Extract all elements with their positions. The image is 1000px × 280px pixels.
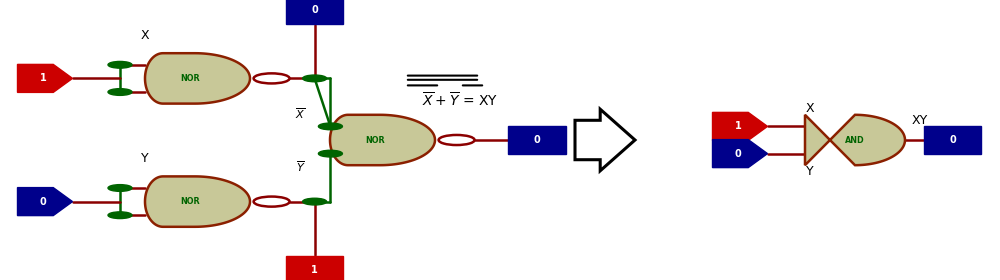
Text: X: X	[806, 102, 814, 115]
Polygon shape	[712, 140, 768, 168]
Bar	[508, 126, 566, 154]
Text: 1: 1	[735, 122, 741, 131]
Text: Y: Y	[141, 152, 149, 165]
Text: XY: XY	[912, 115, 928, 127]
Polygon shape	[805, 115, 905, 165]
Text: 0: 0	[534, 135, 540, 145]
Bar	[286, 0, 343, 24]
Circle shape	[303, 198, 327, 205]
Circle shape	[108, 61, 132, 68]
Polygon shape	[18, 188, 73, 216]
Text: 1: 1	[40, 73, 46, 83]
Bar	[924, 126, 981, 154]
Text: X: X	[141, 29, 149, 42]
Polygon shape	[18, 64, 73, 92]
Text: NOR: NOR	[180, 74, 200, 83]
Text: 1: 1	[311, 265, 318, 275]
Circle shape	[318, 123, 342, 130]
Circle shape	[254, 197, 290, 207]
Bar	[286, 256, 343, 280]
Text: $\overline{X}+\overline{Y}$ = XY: $\overline{X}+\overline{Y}$ = XY	[422, 92, 498, 110]
Text: 0: 0	[735, 149, 741, 158]
Circle shape	[108, 89, 132, 95]
Text: Y: Y	[806, 165, 814, 178]
Text: NOR: NOR	[180, 197, 200, 206]
Circle shape	[318, 150, 342, 157]
Text: 0: 0	[949, 135, 956, 145]
Polygon shape	[145, 176, 250, 227]
Polygon shape	[712, 112, 768, 140]
Text: AND: AND	[845, 136, 865, 144]
Text: 0: 0	[40, 197, 46, 207]
Text: $\overline{X}$: $\overline{X}$	[295, 106, 305, 121]
Text: NOR: NOR	[365, 136, 385, 144]
Circle shape	[254, 73, 290, 83]
Circle shape	[439, 135, 475, 145]
Polygon shape	[145, 53, 250, 104]
Circle shape	[108, 185, 132, 191]
Polygon shape	[330, 115, 435, 165]
Text: 0: 0	[311, 5, 318, 15]
Circle shape	[108, 212, 132, 219]
Polygon shape	[575, 109, 635, 171]
Circle shape	[303, 75, 327, 82]
Text: $\overline{Y}$: $\overline{Y}$	[296, 159, 305, 174]
